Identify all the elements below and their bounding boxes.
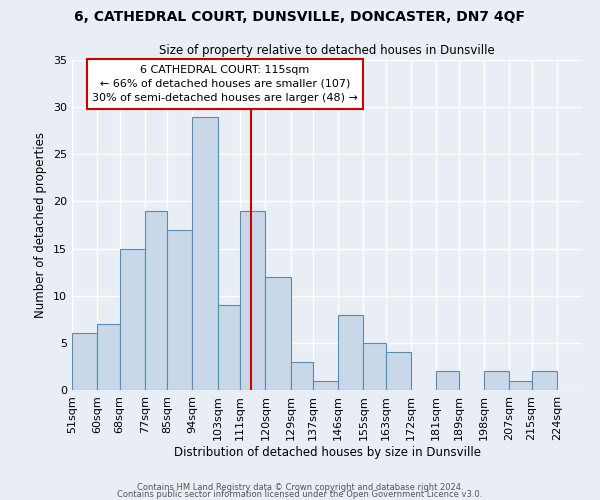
Text: 6 CATHEDRAL COURT: 115sqm
← 66% of detached houses are smaller (107)
30% of semi: 6 CATHEDRAL COURT: 115sqm ← 66% of detac… xyxy=(92,65,358,103)
Bar xyxy=(386,352,411,390)
Bar xyxy=(97,324,119,390)
Bar xyxy=(290,362,313,390)
Bar xyxy=(240,211,265,390)
X-axis label: Distribution of detached houses by size in Dunsville: Distribution of detached houses by size … xyxy=(173,446,481,458)
Bar xyxy=(72,334,97,390)
Text: Contains HM Land Registry data © Crown copyright and database right 2024.: Contains HM Land Registry data © Crown c… xyxy=(137,484,463,492)
Bar xyxy=(265,277,290,390)
Bar xyxy=(484,371,509,390)
Title: Size of property relative to detached houses in Dunsville: Size of property relative to detached ho… xyxy=(159,44,495,58)
Bar xyxy=(193,116,218,390)
Bar xyxy=(338,314,364,390)
Text: Contains public sector information licensed under the Open Government Licence v3: Contains public sector information licen… xyxy=(118,490,482,499)
Bar xyxy=(218,305,240,390)
Bar xyxy=(167,230,193,390)
Bar xyxy=(313,380,338,390)
Bar xyxy=(364,343,386,390)
Bar xyxy=(509,380,532,390)
Text: 6, CATHEDRAL COURT, DUNSVILLE, DONCASTER, DN7 4QF: 6, CATHEDRAL COURT, DUNSVILLE, DONCASTER… xyxy=(74,10,526,24)
Bar xyxy=(145,211,167,390)
Bar xyxy=(532,371,557,390)
Bar xyxy=(436,371,459,390)
Y-axis label: Number of detached properties: Number of detached properties xyxy=(34,132,47,318)
Bar xyxy=(119,248,145,390)
